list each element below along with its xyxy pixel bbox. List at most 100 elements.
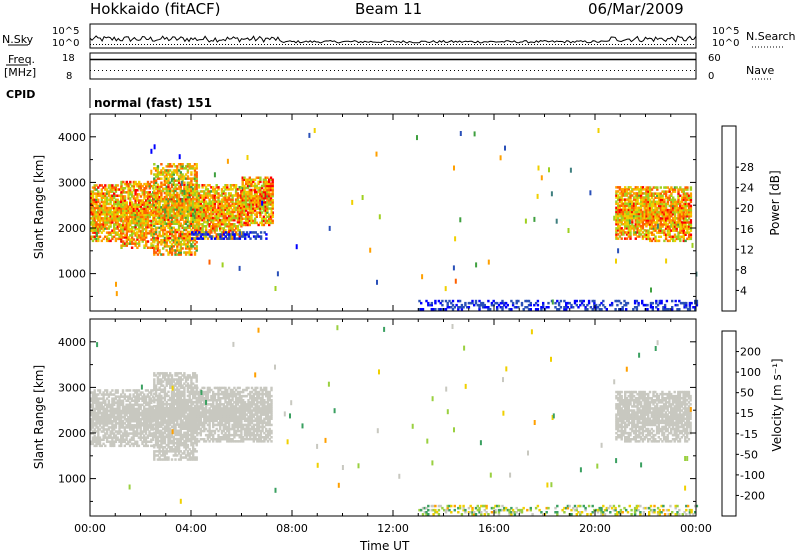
data-cell [264,197,267,200]
data-cell [154,450,158,453]
data-cell [183,251,186,254]
data-cell [217,233,220,236]
data-cell [680,215,684,218]
data-cell [631,188,634,191]
data-cell [193,189,197,193]
data-cell [165,245,168,248]
freq-tick-high: 18 [62,53,75,64]
data-cell [120,234,123,237]
data-cell [658,299,661,303]
data-cell [174,253,177,256]
data-cell [238,196,241,199]
data-cell [167,204,170,207]
data-cell [102,194,105,197]
data-cell [615,212,618,216]
data-cell [172,212,175,215]
data-cell [154,195,158,199]
data-cell [197,184,201,187]
data-cell [656,217,659,220]
data-cell [169,187,172,191]
data-cell [190,210,193,213]
data-cell [127,228,130,231]
data-cell [107,217,111,220]
data-cell [95,192,98,195]
data-cell [501,301,504,305]
data-cell [649,190,652,193]
data-cell [111,405,114,409]
data-cell [120,191,123,194]
data-cell [165,405,168,408]
data-cell [105,436,109,439]
data-cell [224,225,227,228]
data-cell [670,204,673,208]
data-cell [123,211,127,215]
data-cell [679,221,682,224]
data-cell [193,179,197,182]
data-cell [634,214,637,218]
data-cell [93,192,96,195]
data-cell [165,421,168,424]
data-cell [118,202,121,206]
data-cell [170,247,174,250]
data-cell [150,426,153,429]
data-cell [118,444,121,448]
data-cell [687,225,691,228]
data-cell [146,411,149,415]
data-cell [684,186,687,189]
data-cell [206,192,210,195]
data-cell [649,239,652,243]
data-cell [107,405,111,409]
data-cell [179,230,182,234]
data-cell [687,223,691,226]
data-cell [113,227,116,230]
data-cell [162,204,165,207]
data-cell [641,227,645,230]
data-cell [179,173,182,176]
data-cell [627,233,630,236]
data-cell [169,230,172,234]
data-cell [148,397,151,400]
data-cell [264,211,267,214]
data-cell [220,204,224,207]
data-cell [93,436,96,439]
data-cell [114,233,118,236]
data-cell [677,221,680,224]
data-cell [132,217,136,221]
data-cell [172,249,175,252]
data-cell [615,210,618,214]
data-cell [160,450,163,453]
data-cell [240,225,243,228]
data-cell [139,403,142,407]
data-cell [193,191,197,195]
data-cell [136,422,139,425]
data-cell [250,180,253,184]
data-cell [109,432,112,435]
data-cell [179,197,182,201]
data-cell [524,299,527,303]
data-cell [245,190,248,194]
data-cell [197,223,201,226]
data-cell [163,421,167,424]
data-cell [264,194,267,198]
data-cell [654,206,657,210]
data-cell [176,204,179,207]
data-cell [122,244,125,247]
data-cell [160,218,163,221]
data-cell [123,203,127,206]
data-cell [100,196,103,199]
data-cell [620,200,623,203]
data-cell [111,428,114,431]
data-cell [614,299,617,303]
data-cell [620,216,623,220]
data-cell [643,196,646,199]
data-cell [634,194,637,197]
data-cell [188,249,191,252]
data-cell [95,415,98,419]
nave-tick-high: 60 [708,53,721,64]
data-cell [245,217,248,220]
data-cell [679,202,682,206]
data-cell [233,186,236,189]
data-cell [617,202,620,205]
data-cell [632,188,636,191]
data-cell [241,207,244,210]
